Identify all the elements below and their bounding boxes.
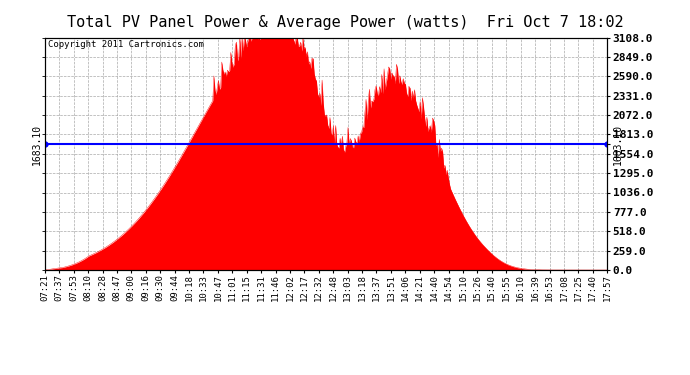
Text: Total PV Panel Power & Average Power (watts)  Fri Oct 7 18:02: Total PV Panel Power & Average Power (wa… (67, 15, 623, 30)
Text: Copyright 2011 Cartronics.com: Copyright 2011 Cartronics.com (48, 40, 204, 49)
